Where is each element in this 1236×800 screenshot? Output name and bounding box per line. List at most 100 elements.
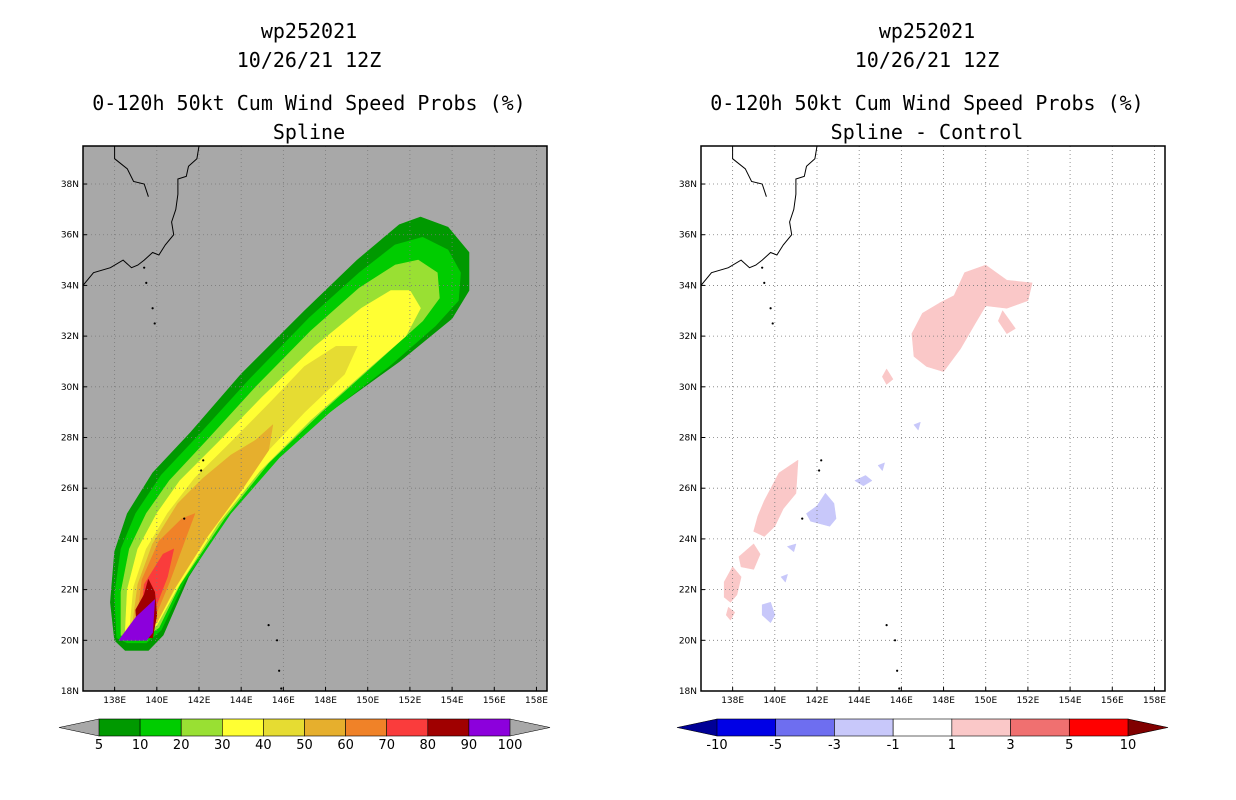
coastline — [701, 146, 818, 286]
x-tick-label: 142E — [188, 696, 211, 706]
contour-negative-12 — [780, 574, 788, 583]
colorbar-label: 20 — [173, 738, 190, 753]
plot-layer — [83, 146, 547, 691]
y-tick-label: 36N — [679, 231, 697, 241]
colorbar-under-arrow — [59, 719, 99, 736]
island-marker — [771, 322, 774, 325]
x-tick-label: 138E — [721, 696, 744, 706]
colorbar-box — [98, 718, 141, 737]
x-tick-label: 140E — [763, 696, 786, 706]
island-marker — [820, 459, 823, 462]
y-tick-label: 36N — [61, 231, 79, 241]
y-tick-label: 26N — [61, 484, 79, 494]
colorbar-box — [263, 718, 305, 737]
colorbar-box — [139, 718, 182, 737]
y-tick-label: 20N — [61, 636, 79, 646]
chart-title: 0-120h 50kt Cum Wind Speed Probs (%) — [92, 91, 526, 115]
y-tick-label: 28N — [61, 434, 79, 444]
coastline — [114, 146, 149, 197]
y-tick-label: 34N — [679, 281, 697, 291]
colorbar-box — [222, 718, 264, 737]
x-tick-label: 148E — [932, 696, 955, 706]
plot-background — [701, 146, 1165, 691]
x-tick-label: 146E — [890, 696, 913, 706]
island-marker — [267, 623, 270, 627]
colorbar-label: 3 — [1006, 738, 1014, 753]
island-marker — [275, 639, 279, 642]
contour-negative-10 — [761, 601, 776, 623]
colorbar-label: 5 — [1065, 738, 1073, 753]
island-marker — [202, 459, 205, 462]
y-tick-label: 38N — [679, 180, 697, 190]
y-tick-label: 24N — [61, 535, 79, 545]
y-tick-label: 24N — [679, 535, 697, 545]
panel-spline-minus-control: wp252021 10/26/21 12Z 0-120h 50kt Cum Wi… — [618, 0, 1236, 800]
colorbar-under-arrow — [677, 719, 717, 736]
colorbar-box — [468, 718, 511, 737]
x-tick-label: 142E — [806, 696, 829, 706]
island-marker — [896, 669, 899, 672]
contour-positive-2 — [968, 267, 987, 281]
island-marker — [145, 281, 148, 284]
x-tick-label: 156E — [1101, 696, 1124, 706]
colorbar-label: 1 — [948, 738, 956, 753]
x-tick-label: 144E — [848, 696, 871, 706]
x-tick-label: 154E — [441, 696, 464, 706]
y-tick-label: 26N — [679, 484, 697, 494]
spline-map-plot: 138E 140E 142E 144E 146E 148E 150E 152E 154E 156E… — [58, 145, 551, 753]
datetime-label: 10/26/21 12Z — [236, 48, 382, 72]
y-tick-label: 32N — [61, 332, 79, 342]
colorbar-label: -5 — [769, 738, 782, 753]
y-tick-label: 34N — [61, 281, 79, 291]
colorbar-label: 10 — [1120, 738, 1137, 753]
chart-subtitle: Spline - Control — [830, 120, 1024, 144]
island-marker — [801, 517, 804, 520]
island-marker — [280, 687, 283, 690]
difference-map-plot: 138E 140E 142E 144E 146E 148E 150E 152E 154E 156E… — [676, 145, 1169, 753]
colorbar-label: 70 — [378, 738, 395, 753]
x-tick-label: 158E — [1143, 696, 1166, 706]
contour-negative-13 — [877, 462, 885, 471]
datetime-label: 10/26/21 12Z — [854, 48, 1000, 72]
colorbar-box — [716, 718, 777, 737]
x-tick-label: 152E — [1016, 696, 1039, 706]
plot-frame — [82, 145, 548, 692]
colorbar-over-outline — [1127, 718, 1169, 737]
contour-positive-5 — [738, 543, 761, 570]
colorbar-over-arrow — [1128, 719, 1168, 736]
colorbar-over-arrow — [510, 719, 550, 736]
x-tick-label: 152E — [398, 696, 421, 706]
y-tick-label: 18N — [61, 687, 79, 697]
island-marker — [278, 669, 281, 672]
x-tick-label: 154E — [1059, 696, 1082, 706]
colorbar-label: -10 — [706, 738, 727, 753]
contour-negative-14 — [913, 421, 921, 431]
colorbar-box — [834, 718, 894, 737]
contour-negative-9 — [854, 475, 873, 487]
colorbar-label: 90 — [461, 738, 478, 753]
island-marker — [183, 517, 186, 520]
colorbar-under-outline — [676, 718, 718, 737]
island-marker — [763, 281, 766, 284]
colorbar-box — [1068, 718, 1129, 737]
plot-layer — [701, 146, 1165, 691]
panel-spline: wp252021 10/26/21 12Z 0-120h 50kt Cum Wi… — [58, 20, 551, 753]
colorbar-box — [892, 718, 953, 737]
chart-title: 0-120h 50kt Cum Wind Speed Probs (%) — [710, 91, 1144, 115]
x-tick-label: 144E — [230, 696, 253, 706]
contour-positive-3 — [882, 368, 894, 385]
colorbar-over-outline — [509, 718, 551, 737]
plot-frame — [700, 145, 1166, 692]
colorbar-box — [345, 718, 388, 737]
x-tick-label: 158E — [525, 696, 548, 706]
colorbar-under-outline — [58, 718, 100, 737]
colorbar-label: -3 — [828, 738, 841, 753]
island-marker — [761, 266, 764, 269]
colorbar-label: 50 — [296, 738, 313, 753]
y-tick-label: 20N — [679, 636, 697, 646]
contour-90 — [118, 599, 155, 641]
y-tick-label: 30N — [679, 383, 697, 393]
island-marker — [153, 322, 156, 325]
colorbar-label: 80 — [420, 738, 437, 753]
x-tick-label: 148E — [314, 696, 337, 706]
